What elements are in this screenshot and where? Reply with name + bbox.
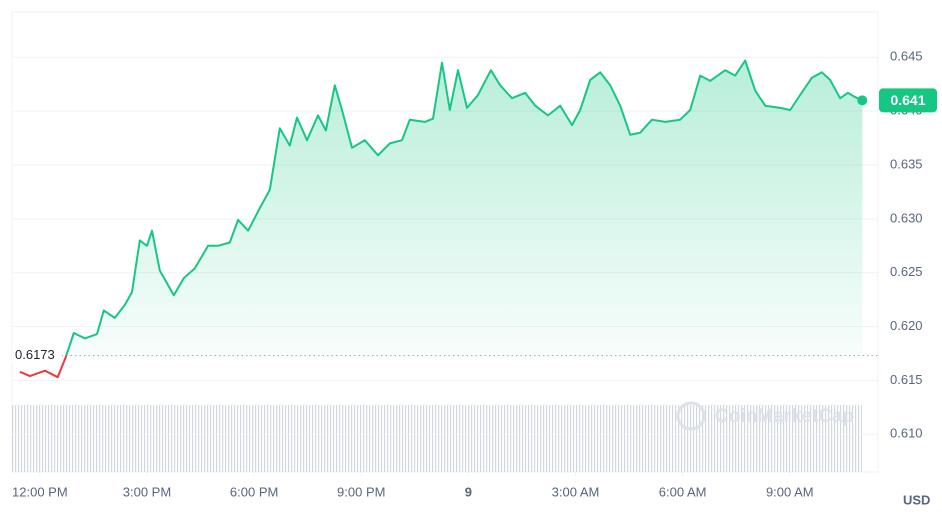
reference-label: 0.6173 (15, 347, 55, 362)
price-tag (879, 88, 937, 113)
y-tick-label: 0.610 (890, 426, 923, 441)
x-tick-label: 9 (465, 484, 472, 499)
x-tick-label: 6:00 PM (230, 484, 278, 499)
x-tick-label: 9:00 AM (766, 484, 814, 499)
x-tick-label: 3:00 PM (123, 484, 171, 499)
area-fill (19, 60, 863, 356)
watermark: CoinMarketCap (715, 406, 854, 427)
price-tag-label: 0.641 (890, 92, 925, 108)
y-tick-label: 0.635 (890, 156, 923, 171)
x-tick-label: 9:00 PM (337, 484, 385, 499)
y-tick-label: 0.625 (890, 264, 923, 279)
y-tick-label: 0.645 (890, 49, 923, 64)
y-tick-label: 0.615 (890, 372, 923, 387)
reference-tag-bg (12, 345, 62, 364)
x-tick-label: 6:00 AM (659, 484, 707, 499)
y-tick-label: 0.620 (890, 318, 923, 333)
watermark-logo (676, 401, 706, 431)
x-tick-label: 3:00 AM (552, 484, 600, 499)
y-tick-label: 0.630 (890, 210, 923, 225)
x-tick-label: 12:00 PM (12, 484, 68, 499)
price-line (19, 59, 863, 379)
last-point (857, 95, 868, 106)
volume-band (12, 405, 862, 472)
currency-label: USD (903, 492, 930, 507)
